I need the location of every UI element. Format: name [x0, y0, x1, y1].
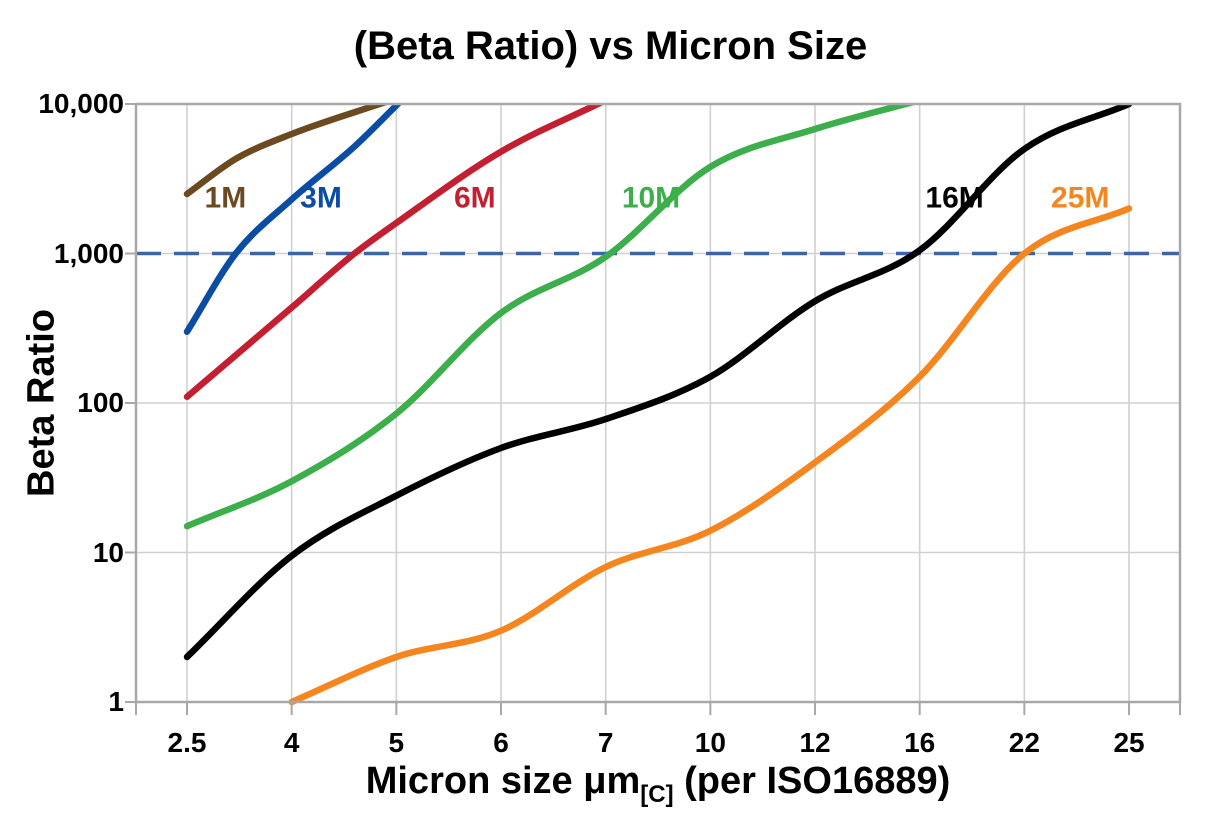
series-label-16m: 16M	[925, 182, 983, 215]
series-label-6m: 6M	[454, 182, 496, 215]
x-tick-label-6: 6	[493, 727, 509, 758]
x-tick-label-4: 4	[283, 727, 300, 758]
curve-1m	[183, 103, 393, 198]
x-tick-label-25: 25	[1113, 727, 1145, 758]
curve-3m	[183, 103, 404, 335]
x-axis-title-rest: (per ISO16889)	[673, 760, 951, 802]
x-axis-title: Micron size μm[C] (per ISO16889)	[365, 760, 951, 808]
x-axis-title-main: Micron size μm	[365, 760, 641, 802]
curve-25m	[288, 205, 1133, 706]
curve-16m	[183, 103, 1133, 661]
series-label-3m: 3M	[300, 182, 342, 215]
y-tick-label-100: 100	[77, 387, 124, 418]
curve-6m	[183, 103, 608, 401]
x-tick-label-16: 16	[904, 727, 936, 758]
series-label-1m: 1M	[205, 182, 247, 215]
series-label-25m: 25M	[1051, 182, 1109, 215]
x-tick-label-5: 5	[388, 727, 405, 758]
y-tick-label-10: 10	[92, 536, 124, 568]
x-axis-title-subscript: [C]	[640, 781, 674, 808]
y-tick-label-1000: 1,000	[53, 237, 124, 269]
y-tick-label-1: 1	[108, 686, 124, 717]
y-tick-label-10000: 10,000	[38, 88, 124, 119]
x-tick-label-2.5: 2.5	[167, 727, 207, 758]
x-tick-label-22: 22	[1008, 727, 1040, 758]
x-tick-label-7: 7	[597, 727, 614, 758]
x-tick-label-12: 12	[799, 727, 831, 758]
series-label-10m: 10M	[622, 182, 680, 215]
chart-title: (Beta Ratio) vs Micron Size	[353, 24, 868, 68]
curve-10m	[183, 103, 922, 530]
x-tick-label-10: 10	[694, 727, 726, 758]
